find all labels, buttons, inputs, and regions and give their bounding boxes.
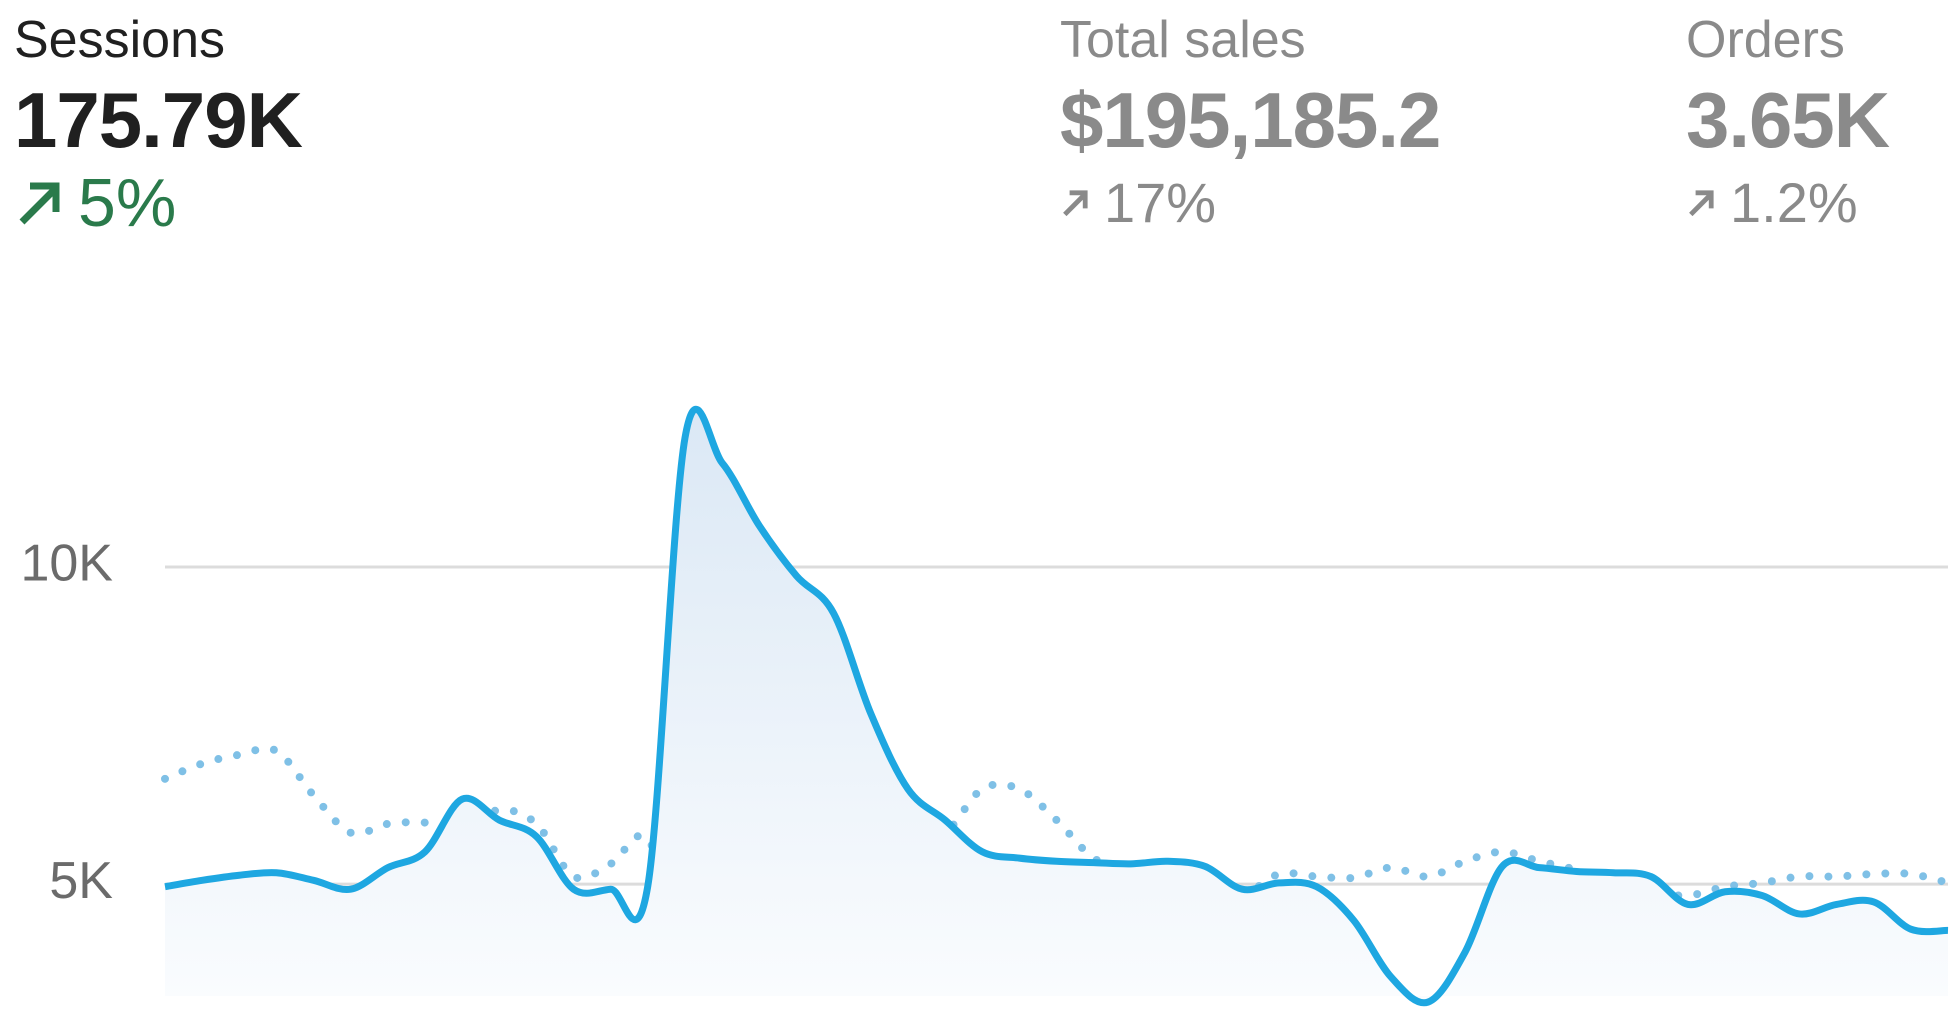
area-fill [165,409,1948,1003]
metric-label: Total sales [1060,11,1306,69]
metric-sessions[interactable]: Sessions 175.79K 5% [14,8,303,241]
arrow-up [1689,190,1714,217]
metric-change: 5% [78,165,177,241]
y-tick-label: 10K [20,535,113,593]
metric-label: Orders [1686,11,1845,69]
metric-value: 3.65K [1686,76,1890,164]
arrow-up [1063,190,1088,217]
metric-change: 17% [1104,171,1217,234]
metric-orders[interactable]: Orders 3.65K 1.2% [1686,8,1890,238]
metric-value: $195,185.2 [1060,76,1441,164]
arrow-up [19,182,60,225]
y-tick-label: 5K [49,852,113,910]
line-current [164,405,1949,1007]
metric-change: 1.2% [1730,171,1858,234]
metric-label: Sessions [14,11,225,69]
metric-value: 175.79K [14,76,303,164]
metric-sales[interactable]: Total sales $195,185.2 17% [1060,8,1441,238]
